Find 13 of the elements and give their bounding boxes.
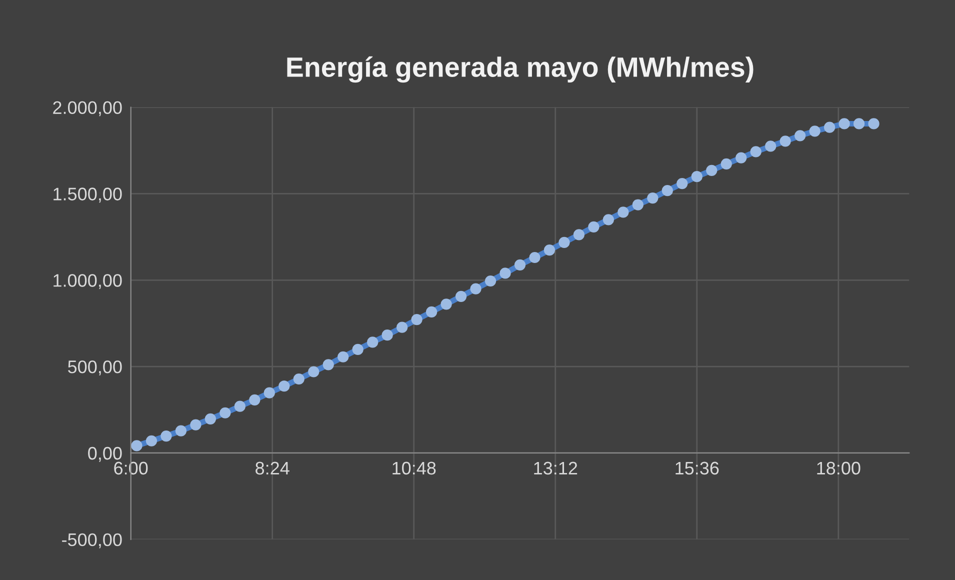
- x-tick-label: 13:12: [534, 462, 578, 475]
- y-tick-label: 1.000,00: [54, 274, 122, 289]
- x-tick-label: 18:00: [817, 462, 860, 475]
- y-tick-label: 2.000,00: [53, 101, 122, 116]
- x-tick-label: 10:48: [392, 462, 436, 475]
- x-tick-label: 15:36: [676, 462, 719, 475]
- y-tick-label: 0,00: [88, 446, 122, 462]
- y-tick-label: -500,00: [62, 533, 122, 548]
- chart-title: Energía generada mayo (MWh/mes): [287, 56, 754, 83]
- y-tick-label: 500,00: [68, 360, 122, 376]
- x-tick-label: 6:00: [114, 462, 148, 475]
- x-tick-label: 8:24: [256, 462, 290, 475]
- y-tick-label: 1.500,00: [54, 188, 122, 203]
